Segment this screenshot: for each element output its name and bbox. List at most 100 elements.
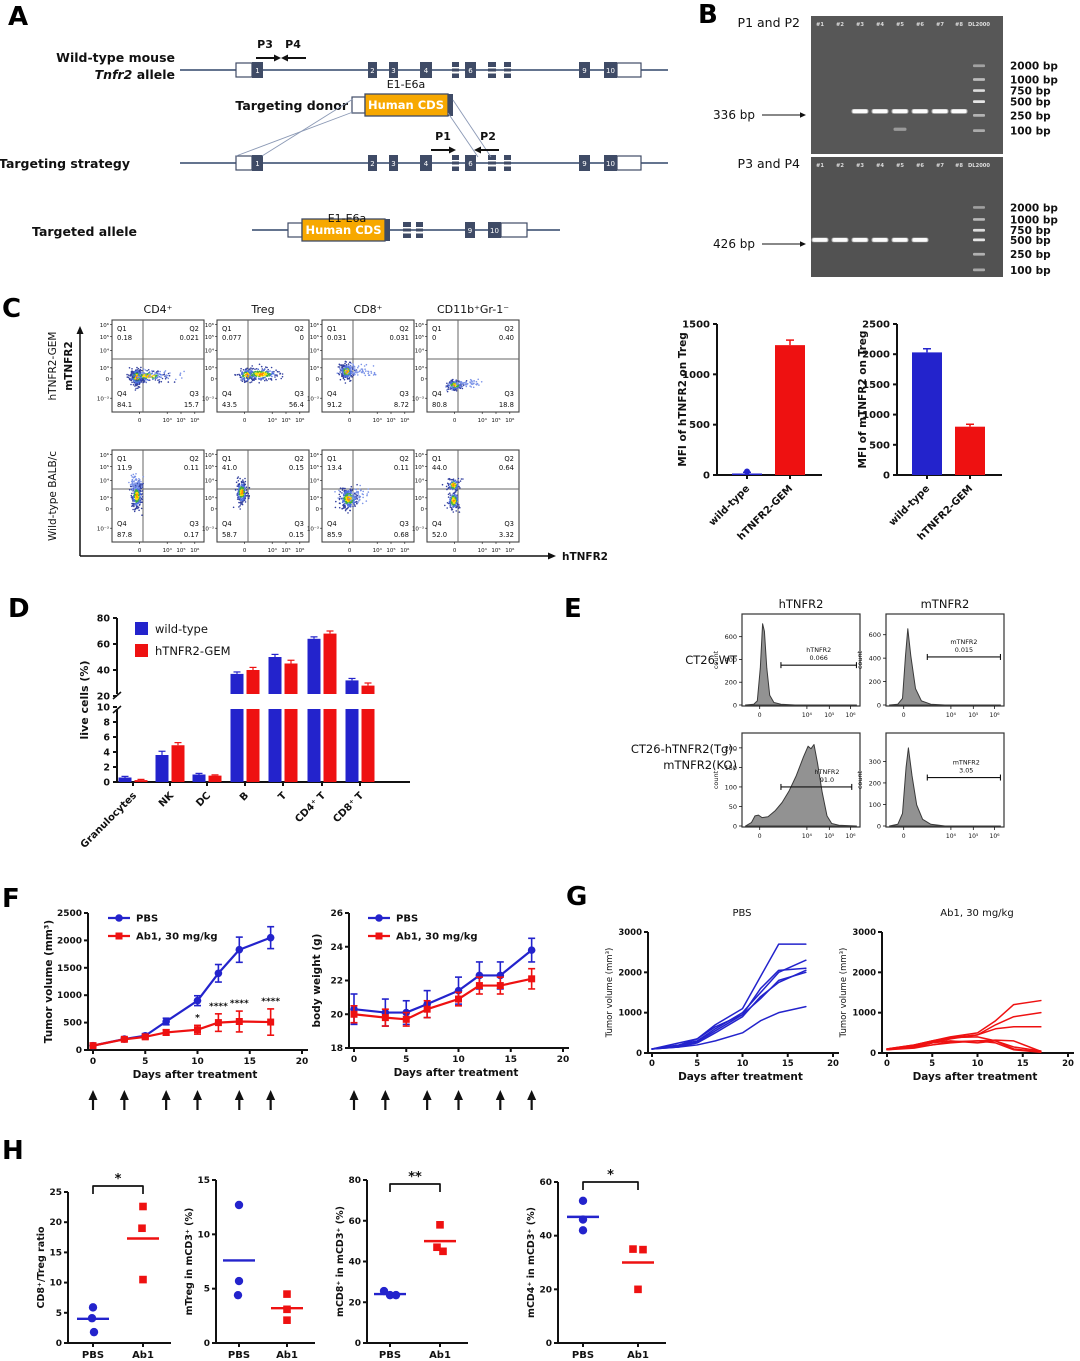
svg-text:Q4: Q4 <box>222 520 232 528</box>
svg-text:0: 0 <box>870 1049 876 1059</box>
svg-text:#6: #6 <box>916 22 924 28</box>
svg-text:#7: #7 <box>936 163 944 169</box>
svg-text:10: 10 <box>737 1059 749 1069</box>
svg-text:10⁵: 10⁵ <box>386 547 395 554</box>
svg-text:****: **** <box>209 1002 228 1012</box>
svg-text:10³: 10³ <box>415 495 424 502</box>
svg-text:Wild-type mouse: Wild-type mouse <box>56 50 175 65</box>
svg-text:Days after treatment: Days after treatment <box>913 1071 1038 1083</box>
svg-text:500 bp: 500 bp <box>1010 235 1051 247</box>
svg-text:500: 500 <box>869 440 890 451</box>
svg-text:mTNFR2(KO): mTNFR2(KO) <box>663 758 737 772</box>
svg-text:3.05: 3.05 <box>959 767 973 775</box>
svg-text:60: 60 <box>348 1217 361 1227</box>
panel-d-letter: D <box>8 594 30 624</box>
svg-text:0: 0 <box>733 702 737 710</box>
svg-text:10⁵: 10⁵ <box>281 417 290 424</box>
svg-text:0.077: 0.077 <box>222 334 241 342</box>
svg-text:750 bp: 750 bp <box>1010 86 1051 98</box>
panel-e-ct26-histograms: hTNFR2 mTNFR2 CT26.WT CT26-hTNFR2(Tg)- mTNFR… <box>631 597 1005 840</box>
svg-text:0: 0 <box>758 833 762 840</box>
svg-text:10⁴: 10⁴ <box>268 547 278 554</box>
svg-text:Q1: Q1 <box>222 455 232 463</box>
svg-text:10⁶: 10⁶ <box>100 452 110 459</box>
svg-text:10: 10 <box>197 1230 210 1240</box>
svg-text:10: 10 <box>972 1059 984 1069</box>
svg-text:10: 10 <box>606 160 615 168</box>
svg-text:Q2: Q2 <box>294 455 304 463</box>
svg-text:2500: 2500 <box>57 909 82 919</box>
svg-text:10⁶: 10⁶ <box>415 322 425 329</box>
svg-text:#2: #2 <box>836 163 844 169</box>
svg-text:CD11b⁺Gr-1⁻: CD11b⁺Gr-1⁻ <box>437 303 509 316</box>
svg-text:300: 300 <box>869 758 881 766</box>
svg-text:CT26-hTNFR2(Tg)-: CT26-hTNFR2(Tg)- <box>631 742 737 756</box>
svg-text:Q1: Q1 <box>327 455 337 463</box>
svg-text:10⁻³: 10⁻³ <box>202 395 214 402</box>
svg-text:18: 18 <box>330 1044 343 1054</box>
svg-text:0: 0 <box>106 377 110 383</box>
panel-a-gene-targeting-diagram: 1 2 3 4 6 9 10 1 2 3 4 6 9 10 Human CDS 9 10 Wild-type mo… <box>0 38 668 242</box>
svg-text:PBS: PBS <box>379 1350 401 1361</box>
svg-text:24: 24 <box>330 943 343 953</box>
svg-text:0: 0 <box>884 1059 890 1069</box>
svg-text:5: 5 <box>694 1059 700 1069</box>
svg-text:mTreg in mCD3⁺ (%): mTreg in mCD3⁺ (%) <box>184 1208 195 1316</box>
svg-text:hTNFR2: hTNFR2 <box>562 551 608 563</box>
svg-text:10³: 10³ <box>310 495 319 502</box>
svg-text:CD4⁺: CD4⁺ <box>144 303 173 316</box>
svg-text:0: 0 <box>243 418 247 424</box>
svg-text:0: 0 <box>877 823 881 831</box>
svg-text:Q3: Q3 <box>504 390 514 398</box>
svg-text:Q1: Q1 <box>327 325 337 333</box>
svg-text:Q2: Q2 <box>294 325 304 333</box>
svg-text:#1: #1 <box>816 22 824 28</box>
svg-text:4: 4 <box>424 160 429 168</box>
svg-text:10⁴: 10⁴ <box>478 547 488 554</box>
svg-text:Q1: Q1 <box>117 455 127 463</box>
svg-text:0.64: 0.64 <box>499 464 514 472</box>
svg-text:Ab1: Ab1 <box>132 1350 154 1361</box>
svg-text:PBS: PBS <box>396 914 418 925</box>
svg-text:10⁴: 10⁴ <box>373 417 383 424</box>
svg-text:0: 0 <box>138 548 142 554</box>
svg-text:100: 100 <box>869 801 881 809</box>
svg-text:T: T <box>277 790 290 803</box>
svg-text:0: 0 <box>316 507 320 513</box>
svg-text:1000: 1000 <box>862 410 890 421</box>
svg-text:CD8⁺: CD8⁺ <box>354 303 383 316</box>
svg-text:200: 200 <box>725 744 737 752</box>
svg-text:10⁵: 10⁵ <box>281 547 290 554</box>
svg-text:0: 0 <box>243 548 247 554</box>
svg-text:15: 15 <box>197 1176 210 1186</box>
svg-text:2000: 2000 <box>618 968 642 978</box>
svg-text:2500: 2500 <box>862 320 890 331</box>
svg-text:5: 5 <box>929 1059 935 1069</box>
svg-text:1000 bp: 1000 bp <box>1010 74 1058 86</box>
svg-text:Q3: Q3 <box>189 390 199 398</box>
svg-text:11.9: 11.9 <box>117 464 132 472</box>
svg-text:*: * <box>115 1172 122 1187</box>
svg-text:Q1: Q1 <box>432 325 442 333</box>
svg-text:10⁵: 10⁵ <box>310 464 319 471</box>
svg-text:10⁴: 10⁴ <box>415 348 425 355</box>
svg-text:1: 1 <box>255 67 259 75</box>
svg-text:Human CDS: Human CDS <box>368 98 444 112</box>
svg-text:15: 15 <box>1017 1059 1029 1069</box>
svg-text:10⁶: 10⁶ <box>310 452 320 459</box>
svg-text:Q3: Q3 <box>504 520 514 528</box>
svg-text:0: 0 <box>76 1046 82 1056</box>
svg-text:****: **** <box>261 997 280 1007</box>
svg-text:DL2000: DL2000 <box>968 22 990 28</box>
svg-text:10⁶: 10⁶ <box>190 417 200 424</box>
svg-text:10⁻³: 10⁻³ <box>412 525 424 532</box>
svg-text:Q4: Q4 <box>222 390 232 398</box>
svg-text:10⁶: 10⁶ <box>295 417 305 424</box>
svg-text:10⁶: 10⁶ <box>846 833 857 840</box>
svg-text:10⁴: 10⁴ <box>205 348 215 355</box>
svg-text:1000: 1000 <box>57 991 82 1001</box>
